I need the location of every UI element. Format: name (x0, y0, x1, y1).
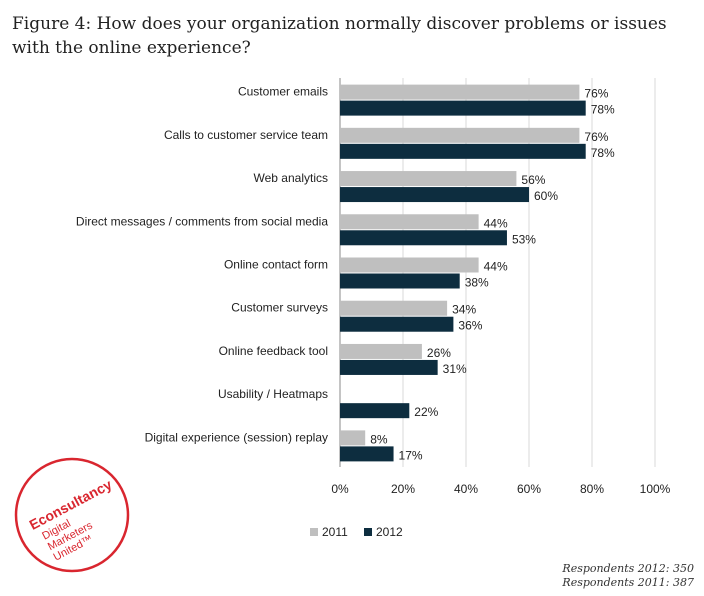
data-label-2011: 44% (484, 216, 508, 230)
x-tick-label: 100% (640, 482, 671, 496)
category-label: Customer surveys (231, 301, 328, 315)
bar-2012 (340, 187, 529, 203)
respondents-2011-note: Respondents 2011: 387 (562, 576, 694, 589)
bar-2012 (340, 446, 394, 462)
category-label: Web analytics (254, 171, 328, 185)
data-label-2011: 8% (370, 432, 388, 446)
data-label-2012: 38% (465, 276, 489, 290)
category-label: Online feedback tool (219, 344, 328, 358)
bar-2011 (340, 84, 580, 100)
data-label-2011: 44% (484, 260, 508, 274)
econsultancy-logo: Econsultancy Digital Marketers United™ (14, 457, 130, 573)
data-label-2012: 60% (534, 189, 558, 203)
x-tick-label: 40% (454, 482, 478, 496)
data-label-2012: 78% (591, 103, 615, 117)
x-tick-label: 80% (580, 482, 604, 496)
bar-2011 (340, 171, 517, 187)
data-label-2011: 34% (452, 303, 476, 317)
bar-2011 (340, 300, 448, 316)
data-label-2011: 26% (427, 346, 451, 360)
data-label-2012: 78% (591, 146, 615, 160)
bar-2012 (340, 316, 454, 332)
bar-2012 (340, 100, 586, 116)
bar-2012 (340, 143, 586, 159)
x-tick-label: 60% (517, 482, 541, 496)
bar-2011 (340, 127, 580, 143)
data-label-2012: 53% (512, 232, 536, 246)
respondents-2012-note: Respondents 2012: 350 (562, 562, 694, 575)
data-label-2012: 22% (414, 405, 438, 419)
bar-2011 (340, 214, 479, 230)
bar-2012 (340, 403, 410, 419)
x-tick-label: 0% (331, 482, 349, 496)
data-label-2011: 56% (521, 173, 545, 187)
category-label: Digital experience (session) replay (145, 430, 328, 444)
category-label: Direct messages / comments from social m… (76, 214, 328, 228)
bar-2012 (340, 359, 438, 375)
category-label: Usability / Heatmaps (218, 387, 328, 401)
legend-swatch-2012 (364, 528, 372, 536)
data-label-2012: 17% (399, 448, 423, 462)
legend-label-2011: 2011 (322, 525, 348, 539)
category-label: Online contact form (224, 258, 328, 272)
data-label-2012: 31% (443, 362, 467, 376)
legend-label-2012: 2012 (376, 525, 403, 539)
bar-2011 (340, 343, 422, 359)
data-label-2011: 76% (584, 87, 608, 101)
data-label-2012: 36% (458, 319, 482, 333)
bar-2012 (340, 273, 460, 289)
data-label-2011: 76% (584, 130, 608, 144)
category-label: Calls to customer service team (164, 128, 328, 142)
x-tick-label: 20% (391, 482, 415, 496)
bar-2012 (340, 230, 507, 246)
bar-2011 (340, 257, 479, 273)
legend-swatch-2011 (310, 528, 318, 536)
chart-title: Figure 4: How does your organization nor… (12, 14, 667, 58)
category-label: Customer emails (238, 85, 328, 99)
bar-2011 (340, 430, 366, 446)
